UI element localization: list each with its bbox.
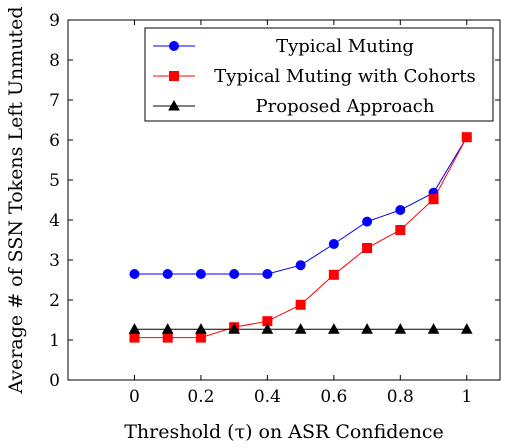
legend-marker-triangle [168,99,180,111]
y-tick-label: 7 [49,91,60,111]
data-point-circle [262,269,273,279]
legend-marker-circle [169,41,179,51]
legend-marker-square [169,71,179,81]
legend: Typical Muting Typical Muting with Cohort… [144,27,494,122]
data-point-square [162,332,173,343]
legend-label-square: Typical Muting with Cohorts [214,66,475,87]
y-tick-label: 2 [49,291,60,311]
data-point-circle [229,269,240,279]
y-tick-label: 8 [49,51,60,71]
x-tick-label: 0.8 [387,387,414,407]
data-point-circle [195,269,206,279]
data-point-square [195,332,206,343]
data-point-triangle [161,323,174,334]
data-point-circle [129,269,140,279]
data-point-square [428,194,439,205]
data-point-triangle [228,323,241,334]
y-tick-label: 0 [49,371,60,391]
y-tick-label: 5 [49,171,60,191]
data-point-circle [295,260,306,271]
data-point-triangle [361,323,373,334]
y-tick-label: 1 [49,331,60,351]
x-tick-label: 1 [461,387,472,407]
y-axis-label: Average # of SSN Tokens Left Unmuted [5,6,27,394]
legend-box [144,27,494,122]
data-point-triangle [460,323,473,334]
data-point-square [395,225,406,235]
series-line-circle [134,136,468,275]
data-point-square [362,243,373,253]
data-point-circle [162,269,173,279]
data-point-square [129,332,140,343]
x-tick-label: 0 [129,387,140,407]
data-point-triangle [294,323,307,334]
y-tick-label: 6 [49,131,60,151]
x-tick-label: 0.6 [320,387,347,407]
x-tick-label: 0.4 [254,387,281,407]
data-point-square [328,269,339,280]
data-point-triangle [261,323,274,334]
data-point-triangle [327,323,340,334]
data-point-triangle [394,323,407,334]
data-point-circle [395,205,406,215]
legend-label-triangle: Proposed Approach [256,96,435,117]
plot-frame [67,19,501,381]
y-tick-label: 9 [49,11,60,31]
data-point-square [295,299,306,310]
y-tick-label: 4 [49,211,60,231]
data-point-triangle [427,323,440,334]
data-point-triangle [195,323,207,334]
x-axis-label: Threshold (τ) on ASR Confidence [124,421,444,443]
data-point-circle [328,239,339,249]
data-point-square [461,132,472,143]
plot-area [128,132,473,343]
data-point-triangle [128,323,141,334]
axes: 0 0.2 0.4 0.6 0.8 1 0 1 2 3 4 5 6 7 8 9 [49,11,501,407]
x-tick-label: 0.2 [187,387,214,407]
legend-label-circle: Typical Muting [276,36,414,57]
data-point-circle [362,216,373,227]
y-tick-label: 3 [49,251,60,271]
